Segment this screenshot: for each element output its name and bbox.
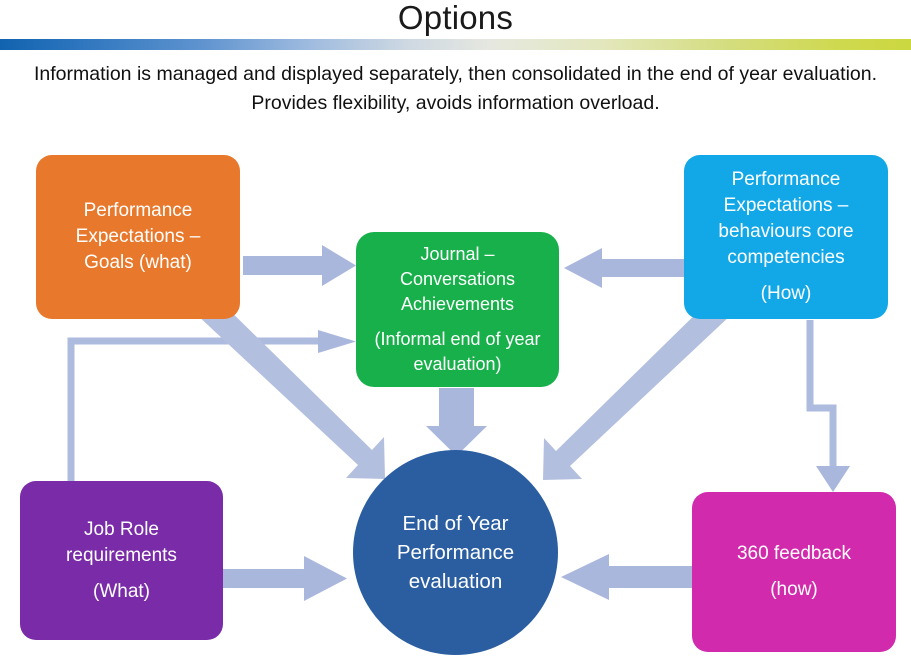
node-journal-line-1: Journal – xyxy=(420,244,495,264)
node-behaviours-line-1: Performance xyxy=(731,169,841,190)
node-journal[interactable]: Journal – Conversations Achievements (In… xyxy=(356,232,559,387)
node-eoy-line-3: evaluation xyxy=(408,570,503,593)
node-goals-line-2: Expectations – xyxy=(75,226,201,247)
slide-subtitle: Information is managed and displayed sep… xyxy=(33,63,878,114)
title-divider-gradient xyxy=(0,39,911,50)
node-eoy-line-1: End of Year xyxy=(402,512,509,535)
connector-behaviours-to-360-head xyxy=(816,466,850,492)
connector-jobrole-to-eoy xyxy=(223,556,347,601)
connector-goals-to-journal xyxy=(243,245,356,286)
node-performance-expectations-behaviours[interactable]: Performance Expectations – behaviours co… xyxy=(684,155,888,319)
node-360-note-1: (how) xyxy=(770,579,818,600)
node-end-of-year-evaluation[interactable]: End of Year Performance evaluation xyxy=(353,450,558,655)
node-360-feedback[interactable]: 360 feedback (how) xyxy=(692,492,896,652)
connector-jobrole-to-journal-head xyxy=(318,330,356,353)
node-goals-line-3: Goals (what) xyxy=(84,252,192,273)
node-journal-note-1: (Informal end of year xyxy=(374,329,541,349)
node-journal-note-2: evaluation) xyxy=(413,354,502,374)
node-performance-expectations-goals[interactable]: Performance Expectations – Goals (what) xyxy=(36,155,240,319)
node-goals-line-1: Performance xyxy=(83,200,193,221)
node-behaviours-line-3: behaviours core xyxy=(718,221,854,242)
node-jobrole-line-1: Job Role xyxy=(84,518,159,540)
node-behaviours-note-1: (How) xyxy=(760,283,812,304)
node-behaviours-line-2: Expectations – xyxy=(723,195,849,216)
node-jobrole-line-2: requirements xyxy=(66,544,177,566)
connector-jobrole-to-journal-line xyxy=(67,337,322,481)
node-job-role-requirements[interactable]: Job Role requirements (What) xyxy=(20,481,223,640)
node-jobrole-note-1: (What) xyxy=(93,580,150,602)
node-journal-line-2: Conversations xyxy=(399,269,516,289)
connector-goals-to-eoy xyxy=(195,296,385,479)
connector-behaviours-to-journal xyxy=(564,248,684,288)
page-title: Options xyxy=(397,0,514,36)
connector-behaviours-to-360-line xyxy=(806,320,837,468)
connector-behaviours-to-eoy xyxy=(543,297,732,480)
connector-360-to-eoy xyxy=(561,554,692,600)
node-journal-line-3: Achievements xyxy=(400,294,515,314)
connector-journal-to-eoy xyxy=(426,388,487,456)
node-360-line-1: 360 feedback xyxy=(736,543,852,564)
node-behaviours-line-4: competencies xyxy=(727,247,845,268)
node-eoy-line-2: Performance xyxy=(396,541,515,564)
